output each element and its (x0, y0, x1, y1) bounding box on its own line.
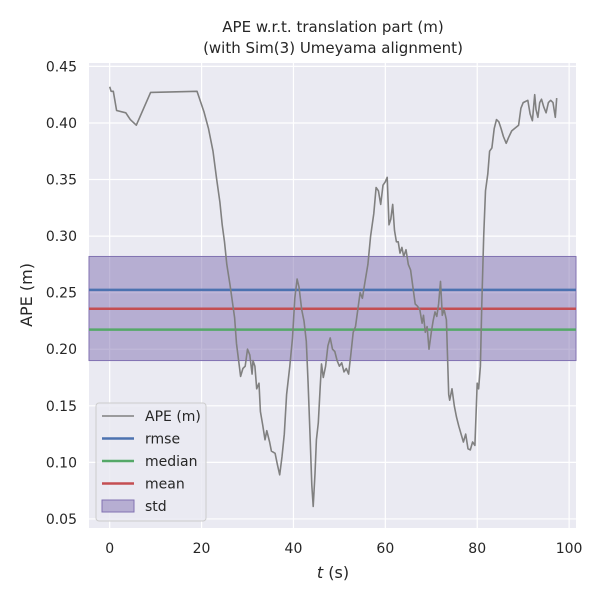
ape-series-group (108, 86, 558, 508)
legend-box (95, 402, 207, 522)
y-tick-label: 0.40 (46, 116, 77, 132)
chart-title-line1: APE w.r.t. translation part (m) (222, 18, 443, 36)
x-tick-label: 60 (376, 541, 394, 557)
x-tick-label: 0 (105, 541, 114, 557)
legend: APE (m) rmse median mean std (95, 402, 207, 522)
y-tick-label: 0.30 (46, 229, 77, 245)
x-tick-label: 100 (556, 541, 583, 557)
y-tick-label: 0.10 (46, 455, 77, 471)
y-tick-label: 0.25 (46, 286, 77, 302)
y-tick-label: 0.45 (46, 59, 77, 75)
y-axis-label: APE (m) (17, 263, 36, 327)
legend-label-ape: APE (m) (145, 409, 201, 425)
legend-label-median: median (145, 454, 197, 470)
x-axis-label: t (s) (317, 563, 349, 582)
y-tick-label: 0.05 (46, 512, 77, 528)
stat-lines-group (89, 288, 576, 331)
x-axis-label-unit: (s) (323, 563, 349, 582)
ape-series-line (108, 86, 558, 508)
chart-title-line2: (with Sim(3) Umeyama alignment) (203, 39, 463, 57)
y-tick-label: 0.15 (46, 399, 77, 415)
x-tick-labels: 0 20 40 60 80 100 (105, 541, 582, 557)
legend-label-rmse: rmse (145, 432, 180, 448)
y-tick-label: 0.20 (46, 342, 77, 358)
x-tick-label: 20 (193, 541, 211, 557)
x-tick-label: 80 (468, 541, 486, 557)
x-axis-label-var: t (317, 563, 324, 582)
legend-label-mean: mean (145, 477, 185, 493)
x-tick-label: 40 (285, 541, 303, 557)
legend-swatch-std (101, 499, 135, 513)
legend-label-std: std (145, 499, 167, 515)
y-tick-labels: 0.05 0.10 0.15 0.20 0.25 0.30 0.35 0.40 0.45 (46, 59, 77, 528)
y-tick-label: 0.35 (46, 173, 77, 189)
